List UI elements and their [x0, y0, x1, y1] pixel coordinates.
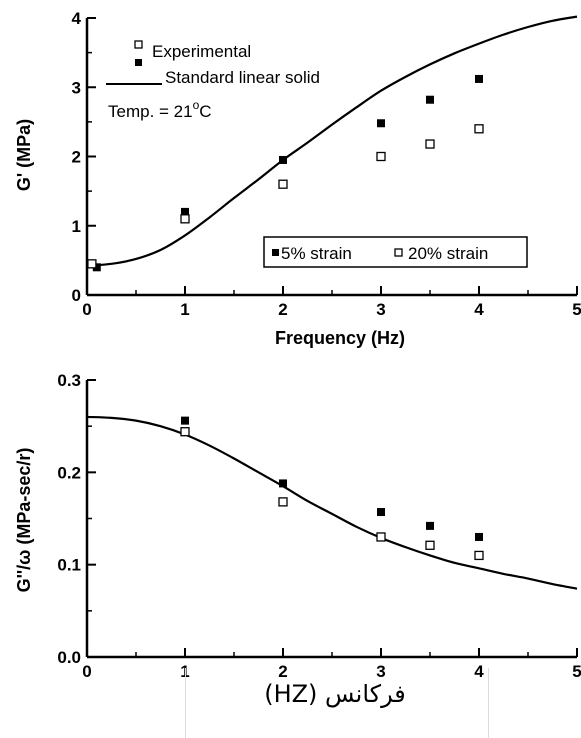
chart-top-gprime: 0 1 2 3 4 5 0 1 2 3 4 Frequency (Hz) G' (MPa) Exp… [14, 9, 581, 348]
top-point-20pct-strain [425, 139, 435, 149]
caption-frequency-persian: (HZ) فركانس [264, 680, 406, 708]
bottom-y-tick-labels: 0.0 0.1 0.2 0.3 [57, 371, 81, 667]
top-legend-strain: 5% strain 20% strain [263, 236, 528, 268]
caption-divider-left [185, 668, 186, 738]
temperature-degree: o [193, 98, 200, 112]
top-point-5pct-strain [426, 95, 434, 104]
top-x-tick-labels: 0 1 2 3 4 5 [82, 300, 581, 319]
bottom-y-tick-label: 0.1 [57, 556, 81, 575]
top-y-tick-label: 4 [72, 9, 82, 28]
top-point-5pct-strain [92, 263, 101, 272]
top-y-tick-label: 0 [72, 286, 81, 305]
bottom-point-5pct-strain [279, 479, 287, 488]
strain-legend-5-label: 5% strain [281, 244, 352, 263]
top-axes [85, 17, 578, 297]
bottom-x-tick-label: 4 [474, 662, 484, 681]
legend-model-label: Standard linear solid [165, 68, 320, 87]
top-model-curve [86, 15, 578, 268]
top-y-tick-label: 3 [72, 78, 81, 97]
bottom-x-tick-label: 0 [82, 662, 91, 681]
bottom-axes [85, 379, 578, 659]
top-x-tick-label: 2 [278, 300, 287, 319]
top-x-tick-label: 3 [376, 300, 385, 319]
bottom-y-tick-label: 0.0 [57, 648, 81, 667]
bottom-x-tick-label: 5 [572, 662, 581, 681]
bottom-point-5pct-strain [181, 416, 189, 425]
top-point-5pct-strain [279, 155, 287, 164]
top-y-axis-title: G' (MPa) [14, 119, 34, 191]
strain-legend-filled-marker [272, 249, 279, 256]
top-point-5pct-strain [181, 207, 189, 216]
top-x-tick-label: 1 [180, 300, 189, 319]
bottom-data-points [180, 416, 484, 561]
bottom-point-5pct-strain [377, 508, 385, 517]
caption-divider-right [488, 668, 489, 738]
top-legend-main: Experimental Standard linear solid Temp.… [106, 40, 320, 121]
top-standard-linear-solid-line [86, 15, 578, 268]
legend-experimental-label: Experimental [152, 42, 251, 61]
bottom-y-tick-label: 0.2 [57, 463, 81, 482]
top-point-5pct-strain [377, 119, 385, 128]
bottom-point-5pct-strain [475, 532, 483, 541]
temperature-annotation: Temp. = 21oC [108, 98, 212, 121]
bottom-y-tick-label: 0.3 [57, 371, 81, 390]
top-point-5pct-strain [475, 74, 483, 83]
strain-legend-open-marker [394, 248, 403, 257]
bottom-point-5pct-strain [426, 521, 434, 530]
top-x-axis-title: Frequency (Hz) [275, 328, 405, 348]
top-y-tick-label: 2 [72, 148, 81, 167]
bottom-point-20pct-strain [376, 532, 386, 542]
temperature-prefix: Temp. = 21 [108, 102, 193, 121]
top-point-20pct-strain [87, 259, 97, 269]
top-point-20pct-strain [180, 214, 190, 224]
bottom-standard-linear-solid-line [86, 415, 578, 590]
bottom-point-20pct-strain [474, 550, 484, 561]
top-data-points [87, 74, 484, 272]
legend-filled-square-marker [135, 59, 142, 66]
top-point-20pct-strain [474, 124, 484, 134]
bottom-point-20pct-strain [425, 540, 435, 550]
bottom-point-20pct-strain [278, 497, 288, 507]
top-point-20pct-strain [278, 179, 288, 189]
temperature-unit: C [199, 102, 211, 121]
bottom-model-curve [86, 415, 578, 590]
top-x-tick-label: 5 [572, 300, 581, 319]
bottom-x-tick-label: 3 [376, 662, 385, 681]
top-y-tick-label: 1 [72, 217, 81, 236]
legend-open-square-marker [134, 40, 143, 49]
strain-legend-20-label: 20% strain [408, 244, 488, 263]
top-y-tick-labels: 0 1 2 3 4 [72, 9, 82, 305]
bottom-x-tick-label: 2 [278, 662, 287, 681]
top-x-tick-label: 4 [474, 300, 484, 319]
top-point-20pct-strain [376, 151, 386, 162]
top-x-tick-label: 0 [82, 300, 91, 319]
bottom-point-20pct-strain [180, 427, 190, 437]
bottom-y-axis-title: G''/ω (MPa-sec/r) [14, 448, 34, 593]
